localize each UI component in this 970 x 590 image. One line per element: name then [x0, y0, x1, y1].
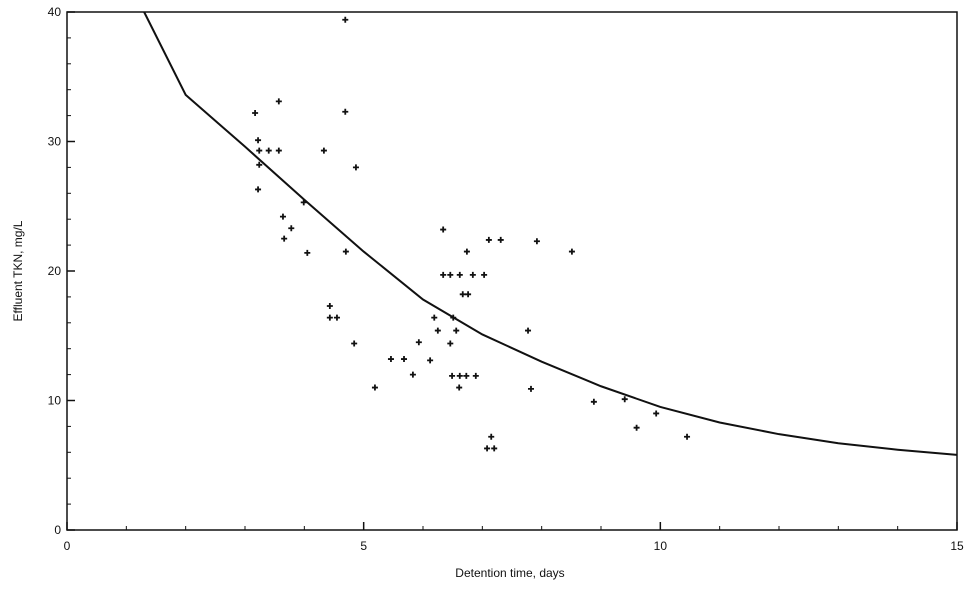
x-axis-label: Detention time, days [455, 566, 564, 580]
data-point [275, 147, 282, 154]
data-point [281, 235, 288, 242]
y-tick-label: 40 [48, 5, 62, 19]
fit-curve [143, 11, 958, 456]
data-point [488, 433, 495, 440]
data-point [497, 236, 504, 243]
data-point [633, 424, 640, 431]
y-axis-label: Effluent TKN, mg/L [11, 220, 25, 321]
data-point [415, 339, 422, 346]
data-point [453, 327, 460, 334]
data-point [484, 445, 491, 452]
y-tick-label: 10 [48, 394, 62, 408]
data-point [447, 271, 454, 278]
data-point [469, 271, 476, 278]
data-point [265, 147, 272, 154]
data-point [326, 314, 333, 321]
data-point [255, 137, 262, 144]
data-point [527, 385, 534, 392]
data-point [351, 340, 358, 347]
data-point [485, 236, 492, 243]
x-tick-label: 5 [360, 539, 367, 553]
data-point [256, 147, 263, 154]
data-point [447, 340, 454, 347]
data-point [463, 248, 470, 255]
y-tick-label: 30 [48, 135, 62, 149]
data-point [440, 226, 447, 233]
data-point [456, 384, 463, 391]
data-point [326, 302, 333, 309]
data-point [371, 384, 378, 391]
data-point [465, 291, 472, 298]
x-tick-label: 15 [950, 539, 964, 553]
data-point [279, 213, 286, 220]
y-tick-label: 20 [48, 264, 62, 278]
data-point [401, 356, 408, 363]
data-point [568, 248, 575, 255]
data-point [387, 356, 394, 363]
y-tick-label: 0 [54, 523, 61, 537]
data-point [621, 396, 628, 403]
data-point [304, 249, 311, 256]
data-point [684, 433, 691, 440]
data-point [275, 98, 282, 105]
data-point [449, 372, 456, 379]
data-point [333, 314, 340, 321]
data-point [409, 371, 416, 378]
x-tick-label: 0 [64, 539, 71, 553]
data-point [255, 186, 262, 193]
x-tick-label: 10 [654, 539, 668, 553]
data-point [590, 398, 597, 405]
data-point [342, 248, 349, 255]
data-point [459, 291, 466, 298]
plot-frame [66, 11, 958, 531]
data-point [342, 108, 349, 115]
data-point [320, 147, 327, 154]
data-point [252, 110, 259, 117]
data-point [456, 271, 463, 278]
data-point [525, 327, 532, 334]
data-point [491, 445, 498, 452]
data-point [256, 161, 263, 168]
data-point [533, 238, 540, 245]
data-point [431, 314, 438, 321]
data-point [481, 271, 488, 278]
data-point [288, 225, 295, 232]
data-point [434, 327, 441, 334]
data-point [472, 372, 479, 379]
data-point [456, 372, 463, 379]
data-point [427, 357, 434, 364]
data-point [653, 410, 660, 417]
data-point [342, 16, 349, 23]
data-point [440, 271, 447, 278]
data-point [352, 164, 359, 171]
data-point [463, 372, 470, 379]
